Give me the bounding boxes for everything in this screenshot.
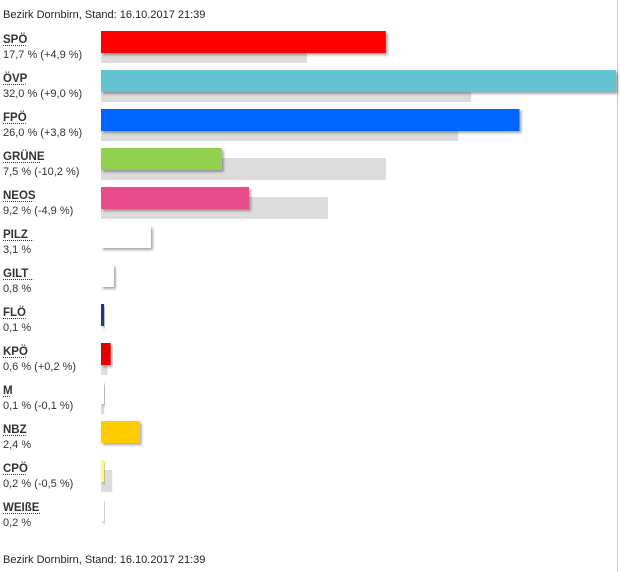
party-value-label: 9,2 % (-4,9 %) (3, 205, 73, 217)
current-result-bar[interactable] (101, 265, 114, 287)
current-result-bar[interactable] (101, 460, 105, 482)
party-name-label: ÖVP (3, 72, 28, 85)
current-result-bar[interactable] (101, 499, 105, 521)
party-name-label: WEIßE (3, 502, 40, 514)
party-value-label: 26,0 % (+3,8 %) (3, 127, 82, 139)
current-result-bar[interactable] (101, 421, 140, 443)
party-name-label: PILZ (3, 229, 28, 241)
party-value-label: 0,2 % (3, 517, 31, 529)
party-name-label: M (3, 385, 13, 397)
party-value-label: 0,1 % (3, 322, 31, 334)
current-result-bar[interactable] (101, 343, 111, 365)
header-status-text: Bezirk Dornbirn, Stand: 16.10.2017 21:39 (3, 9, 206, 21)
party-value-label: 7,5 % (-10,2 %) (3, 166, 79, 178)
current-result-bar[interactable] (101, 226, 151, 248)
party-name-label: NEOS (3, 190, 36, 202)
party-value-label: 3,1 % (3, 244, 31, 256)
party-name-label: CPÖ (3, 462, 28, 475)
current-result-bar[interactable] (101, 304, 104, 326)
current-result-bar[interactable] (101, 187, 250, 209)
party-value-label: 2,4 % (3, 439, 31, 451)
party-name-label: KPÖ (3, 345, 28, 358)
party-name-label: GILT (3, 268, 28, 280)
current-result-bar[interactable] (101, 382, 104, 404)
current-result-bar[interactable] (101, 70, 616, 92)
party-name-label: FLÖ (3, 306, 26, 319)
party-name-label: FPÖ (3, 111, 27, 124)
footer-status-text: Bezirk Dornbirn, Stand: 16.10.2017 21:39 (3, 554, 206, 566)
current-result-bar[interactable] (101, 148, 222, 170)
party-name-label: NBZ (3, 424, 27, 436)
party-value-label: 0,2 % (-0,5 %) (3, 478, 73, 490)
party-value-label: 0,6 % (+0,2 %) (3, 361, 76, 373)
party-value-label: 0,8 % (3, 283, 31, 295)
current-result-bar[interactable] (101, 31, 386, 53)
current-result-bar[interactable] (101, 109, 520, 131)
party-value-label: 0,1 % (-0,1 %) (3, 400, 73, 412)
party-name-label: GRÜNE (3, 150, 45, 163)
party-value-label: 32,0 % (+9,0 %) (3, 88, 82, 100)
previous-result-bar (101, 470, 113, 492)
party-name-label: SPÖ (3, 33, 27, 46)
right-border (617, 0, 618, 572)
party-value-label: 17,7 % (+4,9 %) (3, 49, 82, 61)
